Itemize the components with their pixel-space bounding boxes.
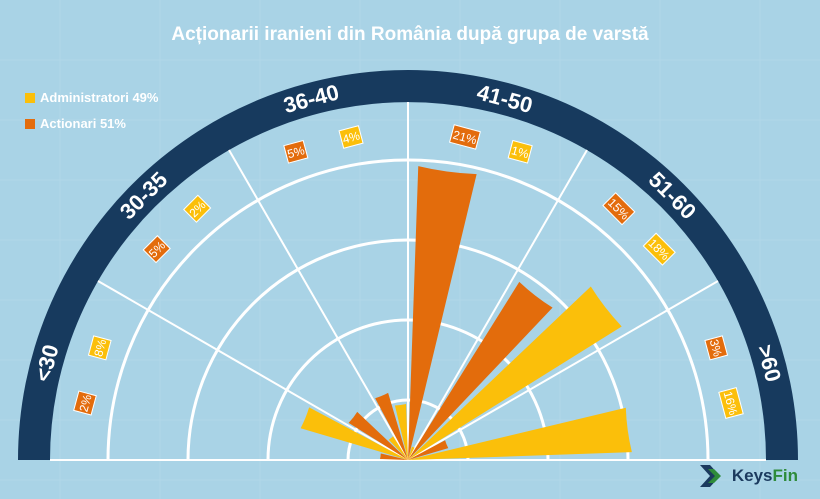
- value-label-actionari-2-box: [283, 139, 309, 164]
- value-label-administratori-2-text: 4%: [341, 128, 362, 146]
- value-label-administratori-5: 16%: [718, 387, 744, 420]
- bar-actionari-1: [348, 411, 408, 460]
- value-label-actionari-3-text: 21%: [451, 128, 478, 148]
- legend-label-administratori: Administratori 49%: [40, 90, 159, 105]
- brand-logo: Keys Fin: [699, 465, 799, 487]
- value-label-actionari-0-box: [73, 390, 97, 416]
- value-label-administratori-2: 4%: [338, 125, 364, 149]
- value-label-administratori-2-box: [338, 125, 364, 149]
- value-label-administratori-0-text: 8%: [91, 337, 109, 358]
- sector-separator-1: [97, 280, 409, 461]
- brand-keys: Keys: [731, 466, 773, 485]
- bar-actionari-0: [380, 453, 408, 460]
- value-label-actionari-1: 5%: [142, 235, 171, 264]
- value-label-actionari-3-box: [448, 124, 481, 150]
- value-label-actionari-5: 3%: [704, 335, 729, 361]
- value-label-actionari-4: 15%: [602, 192, 636, 226]
- chart-title: Acționarii iranieni din România după gru…: [171, 24, 649, 45]
- legend-swatch-administratori: [25, 92, 35, 103]
- bar-actionari-3: [408, 166, 477, 461]
- value-label-actionari-5-text: 3%: [707, 338, 725, 359]
- value-label-administratori-5-text: 16%: [721, 390, 741, 417]
- value-label-actionari-2: 5%: [283, 139, 309, 164]
- bar-administratori-3: [408, 446, 415, 460]
- value-label-administratori-3: 1%: [507, 139, 533, 164]
- value-label-actionari-1-text: 5%: [146, 238, 168, 260]
- value-label-actionari-0: 2%: [73, 390, 97, 416]
- value-label-actionari-3: 21%: [448, 124, 481, 150]
- legend-swatch-actionari: [25, 118, 35, 129]
- value-label-actionari-0-text: 2%: [76, 393, 94, 414]
- value-label-administratori-4: 18%: [642, 232, 676, 266]
- bar-actionari-2: [375, 392, 408, 460]
- value-label-administratori-1-box: [183, 194, 212, 223]
- value-label-administratori-0: 8%: [87, 335, 112, 361]
- value-label-actionari-1-box: [142, 235, 171, 264]
- bar-administratori-4: [408, 286, 622, 460]
- bar-administratori-2: [394, 404, 408, 460]
- value-label-administratori-5-box: [718, 387, 744, 420]
- sector-separator-5: [407, 280, 719, 461]
- value-label-administratori-0-box: [87, 335, 112, 361]
- value-label-administratori-4-box: [642, 232, 676, 266]
- value-label-actionari-2-text: 5%: [286, 143, 307, 161]
- sector-separator-2: [228, 149, 409, 461]
- bar-administratori-1: [388, 436, 408, 460]
- value-label-administratori-3-text: 1%: [510, 143, 531, 161]
- bar-administratori-5: [408, 407, 632, 460]
- sector-separator-4: [407, 149, 588, 461]
- legend-item-administratori: Administratori 49%: [25, 90, 158, 105]
- value-label-actionari-4-box: [602, 192, 636, 226]
- brand-fin: Fin: [772, 466, 799, 485]
- keysfin-logo-icon: [699, 465, 721, 487]
- value-label-administratori-1-text: 2%: [186, 198, 208, 220]
- value-label-actionari-5-box: [704, 335, 729, 361]
- bar-actionari-5: [408, 440, 449, 460]
- legend: Administratori 49% Actionari 51%: [25, 90, 158, 142]
- legend-label-actionari: Actionari 51%: [40, 116, 126, 131]
- bar-administratori-0: [300, 407, 408, 460]
- bar-actionari-4: [408, 281, 553, 460]
- value-label-administratori-3-box: [507, 139, 533, 164]
- value-label-administratori-1: 2%: [183, 194, 212, 223]
- legend-item-actionari: Actionari 51%: [25, 116, 158, 131]
